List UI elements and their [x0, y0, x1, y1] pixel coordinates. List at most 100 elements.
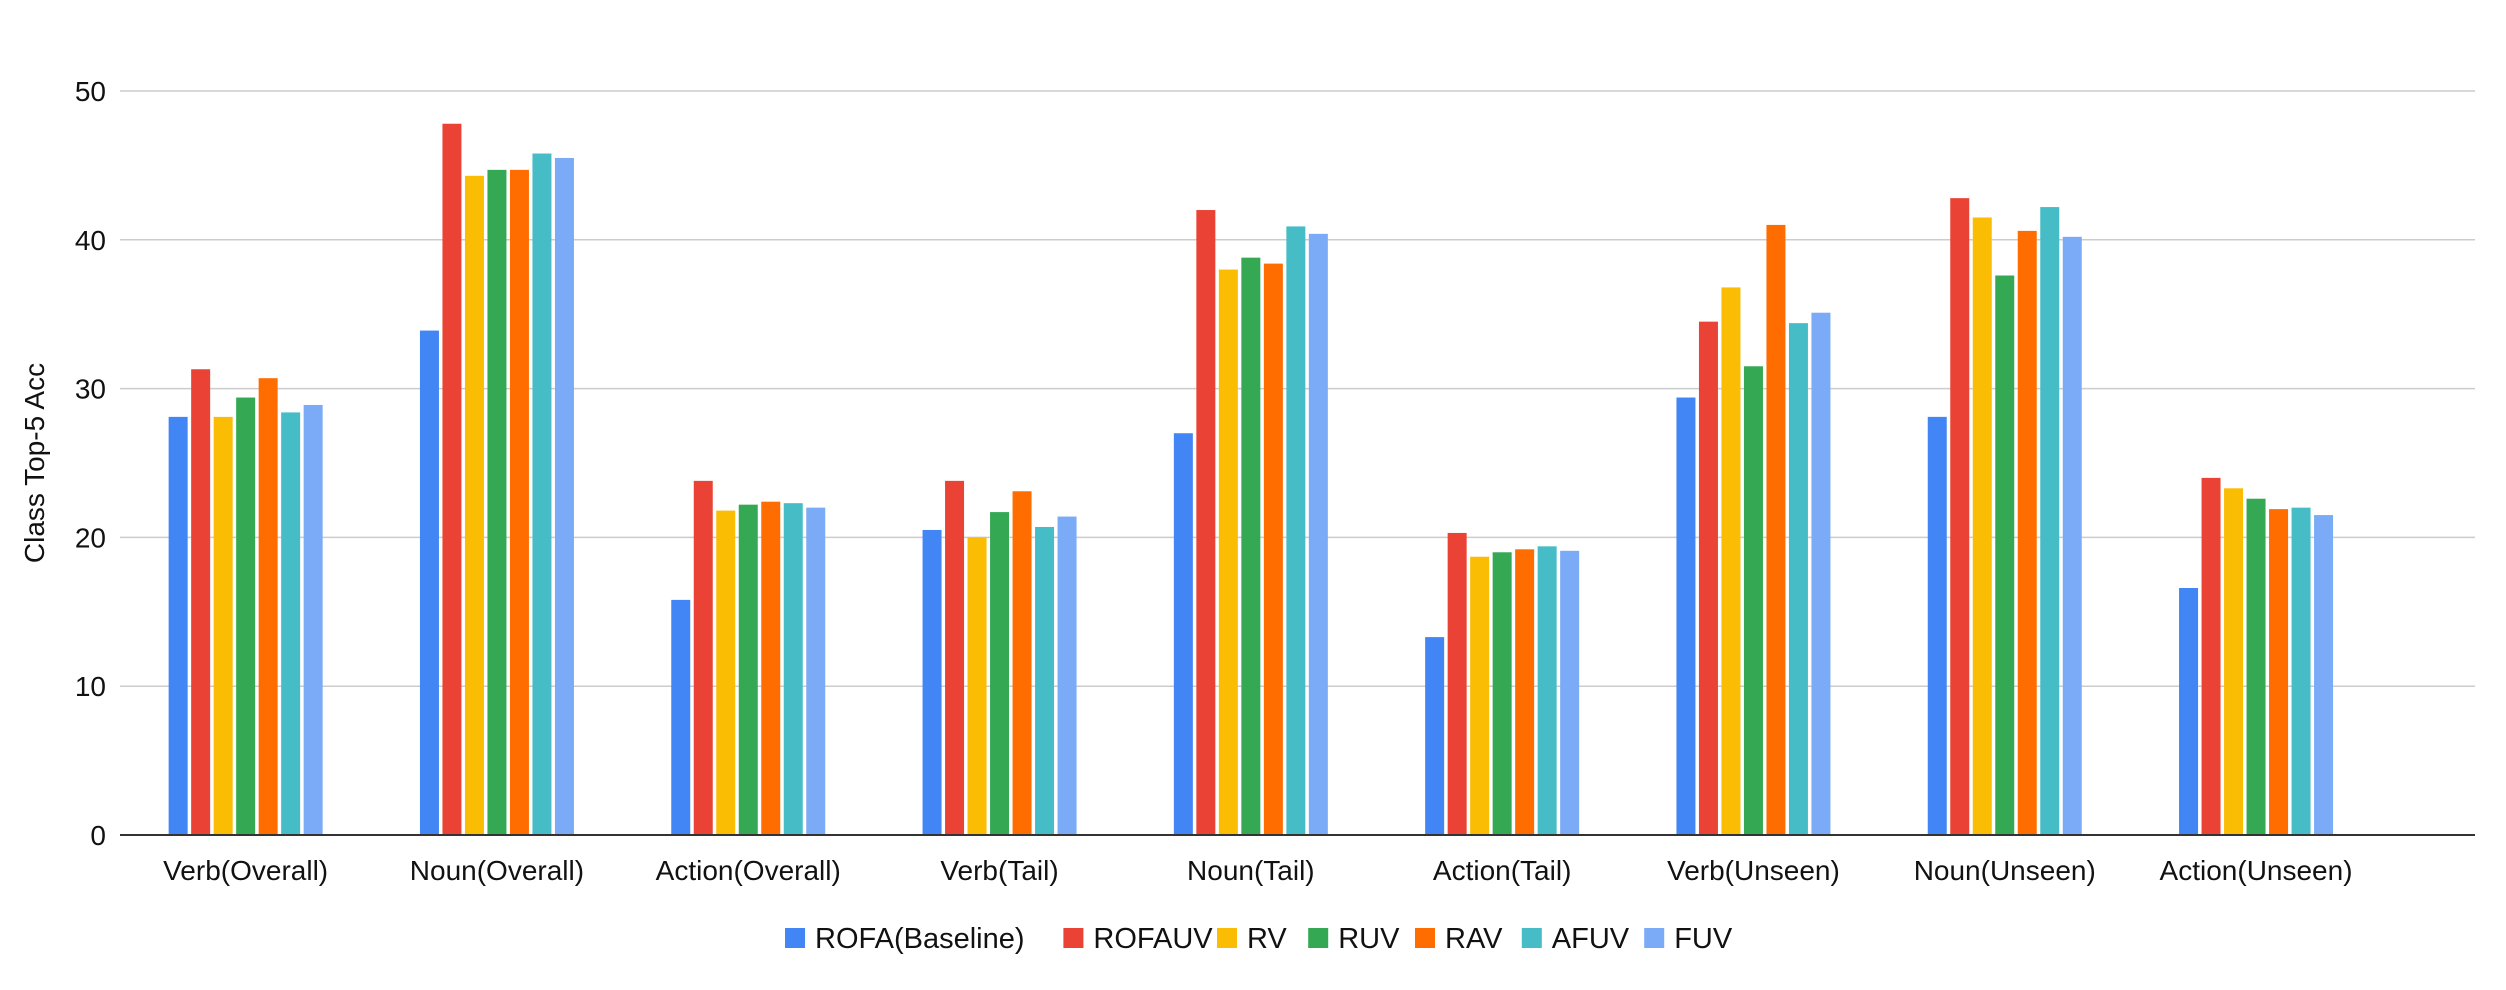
- bar: [1057, 516, 1077, 835]
- y-tick-label: 40: [75, 225, 106, 256]
- y-tick-label: 0: [90, 820, 106, 851]
- bar: [1766, 224, 1786, 836]
- x-tick-label: Action(Unseen): [2160, 855, 2353, 886]
- y-tick-label: 30: [75, 374, 106, 405]
- bar: [1425, 637, 1445, 835]
- bar: [1492, 552, 1512, 835]
- x-tick-label: Action(Tail): [1433, 855, 1571, 886]
- bar: [487, 169, 507, 835]
- x-tick-label: Action(Overall): [656, 855, 841, 886]
- bar: [2246, 498, 2266, 835]
- x-tick-label: Noun(Tail): [1187, 855, 1315, 886]
- legend-swatch: [785, 928, 805, 948]
- bar: [213, 416, 233, 835]
- legend-item: FUV: [1644, 923, 1733, 955]
- bar: [1995, 275, 2015, 836]
- legend-item: RUV: [1308, 923, 1400, 955]
- legend-swatch: [1644, 928, 1665, 948]
- bar: [2224, 488, 2244, 835]
- legend-label: ROFA(Baseline): [815, 923, 1025, 955]
- bar: [1972, 217, 1992, 836]
- bars: [168, 123, 2334, 836]
- legend-swatch: [1308, 928, 1329, 948]
- bar: [2179, 587, 2199, 835]
- bar: [1470, 556, 1490, 835]
- legend-label: FUV: [1674, 923, 1733, 955]
- bar: [945, 480, 965, 835]
- legend-item: AFUV: [1521, 923, 1630, 955]
- bar: [2291, 507, 2311, 835]
- bar: [1537, 546, 1557, 835]
- legend-label: RV: [1247, 923, 1287, 955]
- bar: [419, 330, 439, 835]
- bar: [2269, 509, 2289, 835]
- legend: ROFA(Baseline) ROFAUV RV RUV RAV AFUV FUV: [785, 923, 1733, 955]
- bar: [464, 175, 484, 836]
- legend-swatch: [1217, 928, 1237, 948]
- legend-swatch: [1521, 928, 1542, 948]
- bar: [1950, 198, 1970, 836]
- x-tick-label: Verb(Tail): [940, 855, 1058, 886]
- bar: [2040, 207, 2060, 836]
- bar: [1721, 287, 1741, 835]
- bar: [1515, 549, 1535, 835]
- x-tick-label: Verb(Unseen): [1667, 855, 1840, 886]
- bar: [1263, 263, 1283, 835]
- bar: [236, 397, 256, 835]
- legend-label: ROFAUV: [1093, 923, 1213, 955]
- bar: [1218, 269, 1238, 835]
- bar: [1927, 416, 1947, 835]
- bar: [532, 153, 552, 836]
- legend-swatch: [1063, 928, 1084, 948]
- bar: [1012, 491, 1032, 835]
- bar: [1698, 321, 1718, 835]
- bar: [967, 537, 987, 835]
- bar: [2017, 230, 2037, 835]
- bar: [1035, 526, 1055, 835]
- legend-label: AFUV: [1552, 923, 1630, 955]
- bar: [671, 599, 691, 835]
- bar: [2201, 477, 2221, 835]
- bar: [1676, 397, 1696, 835]
- y-tick-label: 20: [75, 522, 106, 553]
- bar: [258, 378, 278, 835]
- bar: [303, 404, 323, 835]
- legend-item: RV: [1217, 923, 1287, 955]
- axes: 0 10 20 30 40 50 Verb(Overall) Noun(Overall) Act…: [75, 76, 2475, 886]
- bar: [1308, 233, 1328, 835]
- legend-item: ROFAUV: [1063, 923, 1213, 955]
- bar: [1560, 550, 1580, 835]
- bar: [1173, 433, 1193, 835]
- bar: [554, 157, 574, 835]
- bar: [1811, 312, 1831, 835]
- bar: [281, 412, 301, 835]
- bar: [783, 503, 803, 835]
- bar: [693, 480, 713, 835]
- bar: [922, 529, 942, 835]
- bar: [738, 504, 758, 835]
- bar: [1447, 532, 1467, 835]
- legend-label: RAV: [1445, 923, 1503, 955]
- legend-item: ROFA(Baseline): [785, 923, 1025, 955]
- bar: [761, 501, 781, 835]
- y-tick-label: 50: [75, 76, 106, 107]
- bar: [1743, 366, 1763, 835]
- bar: [509, 169, 529, 835]
- x-tick-label: Noun(Overall): [410, 855, 584, 886]
- y-tick-label: 10: [75, 671, 106, 702]
- bar: [2062, 236, 2082, 836]
- bar: [442, 123, 462, 835]
- legend-label: RUV: [1338, 923, 1400, 955]
- x-tick-label: Noun(Unseen): [1914, 855, 2096, 886]
- legend-swatch: [1415, 928, 1435, 948]
- bar: [1286, 226, 1306, 835]
- bar: [191, 369, 211, 835]
- x-tick-label: Verb(Overall): [163, 855, 328, 886]
- bar: [2314, 515, 2334, 835]
- bar: [716, 510, 736, 835]
- bar: [1241, 257, 1261, 835]
- bar: [1196, 210, 1216, 836]
- bar: [990, 512, 1010, 835]
